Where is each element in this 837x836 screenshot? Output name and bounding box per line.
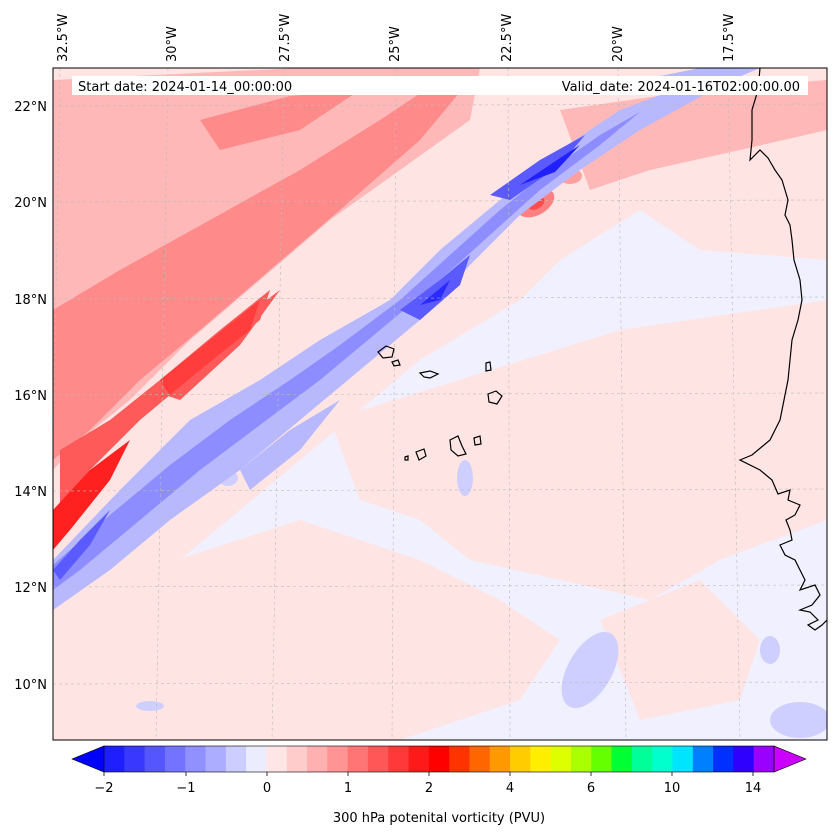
colorbar-cell	[164, 746, 186, 772]
colorbar-cell	[205, 746, 227, 772]
colorbar-cell	[611, 746, 633, 772]
colorbar-cell	[225, 746, 247, 772]
cb-tick-label: 6	[587, 781, 595, 796]
colorbar-cell	[185, 746, 206, 772]
island-maio	[473, 435, 482, 446]
lon-label-17-5w: 17.5°W	[722, 14, 737, 62]
positive-pv-band	[53, 68, 827, 550]
colorbar-cell	[733, 746, 755, 772]
colorbar-cell	[408, 746, 430, 772]
colorbar-cell	[367, 746, 389, 772]
lon-label-22-5w: 22.5°W	[500, 14, 515, 62]
lon-label-30w: 30°W	[165, 26, 180, 62]
island-sao-vicente	[391, 359, 401, 367]
africa-coastline	[738, 68, 827, 631]
cb-tick-label: −2	[94, 781, 113, 796]
lat-label-22n: 22°N	[14, 100, 47, 115]
valid-date-label: Valid_date: 2024-01-16T02:00:00.00	[562, 80, 800, 95]
lon-label-32-5w: 32.5°W	[56, 14, 71, 62]
map-frame	[52, 67, 828, 741]
colorbar-cell	[388, 746, 409, 772]
start-date-label: Start date: 2024-01-14_00:00:00	[78, 80, 292, 95]
lat-label-18n: 18°N	[14, 293, 47, 308]
lat-label-16n: 16°N	[14, 389, 47, 404]
colorbar-cell	[713, 746, 734, 772]
colorbar-cell	[347, 746, 369, 772]
graticule	[53, 68, 827, 740]
colorbar-cell	[307, 746, 328, 772]
colorbar-cell	[489, 746, 511, 772]
cb-tick-label: 0	[263, 781, 271, 796]
lat-label-20n: 20°N	[14, 196, 47, 211]
colorbar-cell	[266, 746, 288, 772]
cape-verde-islands	[377, 345, 503, 461]
colorbar-cell	[510, 746, 531, 772]
colorbar-cell	[144, 746, 166, 772]
island-santo-antao	[377, 345, 395, 359]
colorbar-cell	[530, 746, 552, 772]
map-panel[interactable]	[48, 68, 830, 740]
lat-label-10n: 10°N	[14, 678, 47, 693]
colorbar-cell	[692, 746, 714, 772]
colorbar-cells	[104, 746, 775, 772]
colorbar-cell	[246, 746, 267, 772]
colorbar-cell	[327, 746, 349, 772]
latitude-labels: 22°N 20°N 18°N 16°N 14°N 12°N 10°N	[14, 100, 47, 693]
colorbar-cell	[124, 746, 145, 772]
lon-label-25w: 25°W	[388, 26, 403, 62]
island-santiago	[449, 435, 467, 457]
island-brava	[404, 455, 409, 461]
colorbar: −2 −1 0 1 2 4 6 10 14 300 hPa potenital …	[71, 745, 807, 826]
colorbar-cell	[428, 746, 450, 772]
colorbar-ticks	[103, 772, 754, 776]
colorbar-cell	[753, 746, 775, 772]
cb-tick-label: 14	[745, 781, 762, 796]
colorbar-under-arrow	[71, 745, 105, 773]
colorbar-cell	[449, 746, 470, 772]
island-fogo	[415, 448, 427, 461]
cb-tick-label: −1	[176, 781, 195, 796]
colorbar-cell	[469, 746, 491, 772]
colorbar-cell	[550, 746, 572, 772]
lat-label-14n: 14°N	[14, 485, 47, 500]
cb-tick-label: 2	[425, 781, 433, 796]
island-boa-vista	[487, 390, 503, 405]
lat-label-12n: 12°N	[14, 581, 47, 596]
island-sal	[485, 361, 492, 372]
header-box	[72, 76, 808, 95]
colorbar-cell	[652, 746, 673, 772]
cb-tick-label: 4	[506, 781, 514, 796]
colorbar-cell	[286, 746, 308, 772]
colorbar-cell	[570, 746, 592, 772]
cb-tick-label: 10	[664, 781, 681, 796]
colorbar-cell	[631, 746, 653, 772]
longitude-labels: 32.5°W 30°W 27.5°W 25°W 22.5°W 20°W 17.5…	[56, 14, 737, 62]
lon-label-27-5w: 27.5°W	[278, 14, 293, 62]
colorbar-cell	[104, 746, 125, 772]
lon-label-20w: 20°W	[611, 26, 626, 62]
island-sao-nicolau	[418, 370, 440, 379]
cb-tick-label: 1	[344, 781, 352, 796]
colorbar-cell	[672, 746, 694, 772]
colorbar-title: 300 hPa potenital vorticity (PVU)	[333, 811, 545, 826]
colorbar-over-arrow	[773, 745, 807, 773]
colorbar-cell	[591, 746, 612, 772]
colorbar-outline	[103, 745, 775, 773]
